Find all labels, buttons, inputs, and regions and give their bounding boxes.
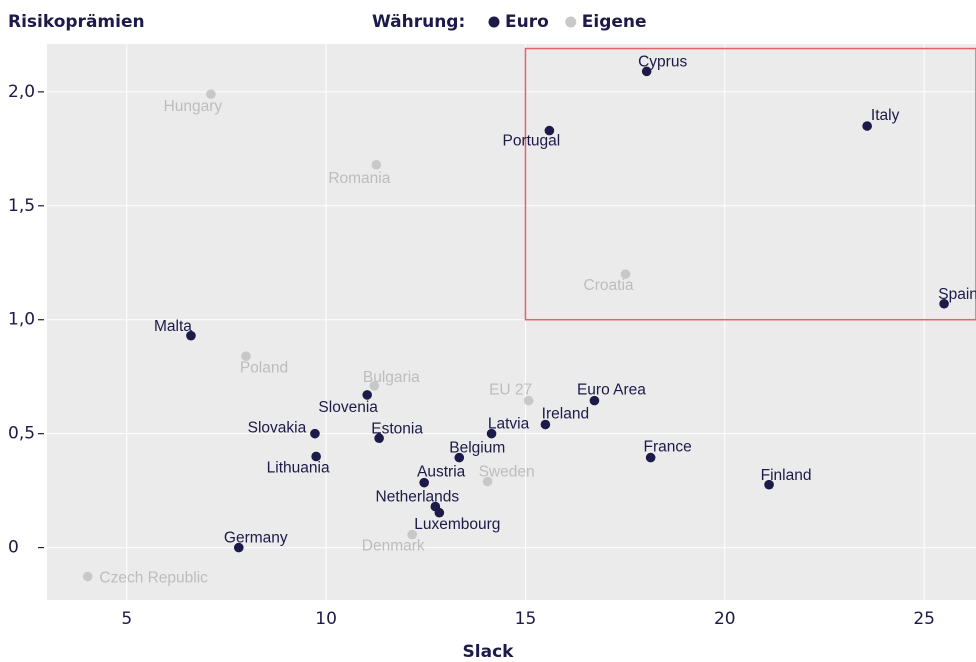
scatter-point bbox=[407, 529, 418, 540]
point-label: Euro Area bbox=[577, 382, 646, 399]
scatter-point bbox=[82, 571, 93, 582]
scatter-point bbox=[544, 125, 555, 136]
scatter-point bbox=[369, 381, 380, 391]
point-label: Romania bbox=[328, 170, 390, 187]
scatter-point bbox=[206, 89, 216, 99]
point-label: Italy bbox=[871, 107, 900, 124]
point-label: Estonia bbox=[371, 420, 423, 437]
point-label: Poland bbox=[240, 359, 288, 376]
y-tick-label: 2,0 bbox=[8, 82, 35, 102]
point-label: Luxembourg bbox=[414, 516, 500, 533]
scatter-point bbox=[641, 66, 652, 77]
point-label: Spain bbox=[938, 286, 976, 303]
scatter-point bbox=[764, 479, 774, 490]
point-label: Denmark bbox=[362, 538, 425, 555]
legend-label: Eigene bbox=[582, 12, 647, 32]
point-label: Germany bbox=[224, 530, 288, 547]
scatter-point bbox=[620, 269, 631, 279]
scatter-point bbox=[482, 476, 493, 487]
scatter-point bbox=[645, 452, 656, 463]
x-axis-label: Slack bbox=[463, 642, 515, 662]
y-tick-label: 0 bbox=[8, 538, 19, 558]
scatter-point bbox=[523, 395, 534, 406]
scatter-point bbox=[939, 298, 949, 309]
legend-marker bbox=[488, 16, 500, 28]
point-label: Austria bbox=[417, 464, 466, 481]
scatter-point bbox=[434, 507, 445, 518]
chart-title: Risikoprämien bbox=[8, 12, 145, 32]
point-label: Czech Republic bbox=[99, 570, 208, 587]
y-tick-label: 1,5 bbox=[8, 196, 35, 216]
point-label: Cyprus bbox=[638, 53, 687, 70]
plot-background bbox=[47, 44, 976, 600]
x-tick-label: 10 bbox=[315, 609, 337, 629]
scatter-point bbox=[362, 390, 372, 400]
x-tick-label: 15 bbox=[515, 609, 537, 629]
x-tick-label: 20 bbox=[714, 609, 736, 629]
point-label: Belgium bbox=[449, 440, 505, 457]
point-label: Slovakia bbox=[248, 420, 307, 437]
scatter-point bbox=[589, 395, 600, 406]
scatter-point bbox=[186, 330, 196, 341]
y-tick-label: 1,0 bbox=[8, 310, 35, 330]
scatter-point bbox=[241, 351, 251, 361]
x-tick-label: 25 bbox=[913, 609, 935, 629]
highlight-box bbox=[524, 47, 976, 321]
legend-marker bbox=[565, 16, 577, 28]
scatter-point bbox=[311, 451, 321, 462]
point-label: Hungary bbox=[164, 98, 223, 115]
scatter-point bbox=[454, 452, 465, 463]
scatter-point bbox=[371, 159, 382, 170]
scatter-point bbox=[233, 542, 244, 553]
scatter-point bbox=[374, 433, 384, 444]
point-label: Ireland bbox=[542, 406, 589, 423]
scatter-point bbox=[310, 428, 320, 439]
point-label: EU 27 bbox=[489, 382, 532, 399]
scatter-point bbox=[540, 419, 551, 430]
point-label: France bbox=[644, 439, 692, 456]
legend-title: Währung: bbox=[372, 12, 465, 32]
y-tick-label: 0,5 bbox=[8, 424, 35, 444]
point-label: Slovenia bbox=[318, 399, 378, 416]
scatter-point bbox=[419, 477, 429, 488]
point-label: Croatia bbox=[584, 277, 634, 294]
point-label: Finland bbox=[761, 467, 812, 484]
point-label: Latvia bbox=[488, 416, 530, 433]
point-label: Malta bbox=[154, 318, 192, 335]
x-tick-label: 5 bbox=[121, 609, 132, 629]
scatter-point bbox=[486, 428, 497, 439]
legend-label: Euro bbox=[505, 12, 549, 32]
point-label: Netherlands bbox=[376, 489, 460, 506]
point-label: Bulgaria bbox=[363, 369, 420, 386]
point-label: Lithuania bbox=[267, 460, 330, 477]
scatter-point bbox=[862, 121, 872, 131]
point-label: Sweden bbox=[479, 464, 535, 481]
point-label: Portugal bbox=[503, 133, 561, 150]
